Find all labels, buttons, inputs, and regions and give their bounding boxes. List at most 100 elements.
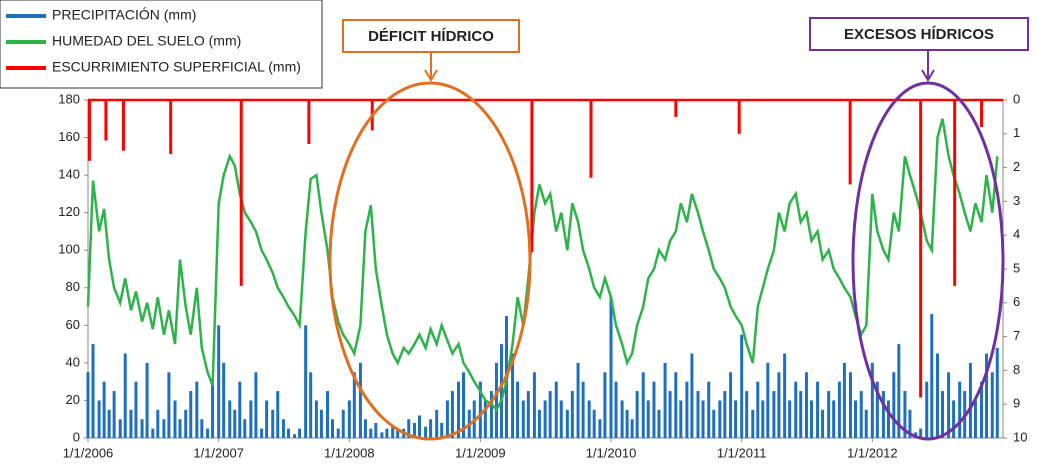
bar xyxy=(652,381,656,438)
bar xyxy=(897,344,901,438)
bar xyxy=(156,409,160,438)
bar xyxy=(363,419,367,438)
bar xyxy=(228,400,232,438)
bar xyxy=(151,428,155,438)
bar xyxy=(581,381,585,438)
bar xyxy=(511,353,515,438)
bar xyxy=(559,400,563,438)
bar xyxy=(385,428,389,438)
y-tick-label: 120 xyxy=(58,204,80,219)
bar xyxy=(576,362,580,438)
y2-tick-label: 5 xyxy=(1013,260,1020,275)
bar xyxy=(516,381,520,438)
y-tick-label: 160 xyxy=(58,129,80,144)
y2-tick-label: 10 xyxy=(1013,429,1027,444)
bar xyxy=(319,409,323,438)
bar xyxy=(663,362,667,438)
bar xyxy=(260,428,264,438)
bar xyxy=(980,381,984,438)
bar xyxy=(184,409,188,438)
bar xyxy=(304,325,308,438)
legend-label: HUMEDAD DEL SUELO (mm) xyxy=(52,33,241,49)
bar xyxy=(107,409,111,438)
bar xyxy=(783,353,787,438)
bar xyxy=(766,362,770,438)
bar xyxy=(407,419,411,438)
bar xyxy=(499,344,503,438)
legend: PRECIPITACIÓN (mm) HUMEDAD DEL SUELO (mm)… xyxy=(6,7,301,75)
legend-label: PRECIPITACIÓN (mm) xyxy=(52,7,196,23)
bar xyxy=(947,372,951,438)
y-tick-label: 0 xyxy=(73,429,80,444)
bar xyxy=(930,314,934,438)
bar xyxy=(614,381,618,438)
bar xyxy=(641,372,645,438)
arrow xyxy=(921,50,935,82)
bar xyxy=(494,362,498,438)
bar xyxy=(990,372,994,438)
bar xyxy=(816,381,820,438)
bar xyxy=(445,400,449,438)
bar xyxy=(935,353,939,438)
bar xyxy=(238,381,242,438)
bar xyxy=(995,347,999,438)
bar xyxy=(968,362,972,438)
y-tick-label: 20 xyxy=(66,392,80,407)
bar xyxy=(173,400,177,438)
bar xyxy=(200,419,204,438)
y2-tick-label: 0 xyxy=(1013,91,1020,106)
bar xyxy=(788,400,792,438)
y-tick-label: 180 xyxy=(58,91,80,106)
x-tick-label: 1/1/2010 xyxy=(586,445,637,460)
annotation: EXCESOS HÍDRICOS xyxy=(844,26,994,43)
bar xyxy=(701,400,705,438)
bar xyxy=(341,409,345,438)
bar xyxy=(526,391,530,438)
bar xyxy=(189,391,193,438)
y2-tick-label: 6 xyxy=(1013,294,1020,309)
bar xyxy=(206,428,210,438)
bar xyxy=(554,381,558,438)
x-tick-label: 1/1/2009 xyxy=(455,445,506,460)
bar xyxy=(178,419,182,438)
bar xyxy=(630,419,634,438)
bar xyxy=(440,422,444,438)
y2-tick-label: 1 xyxy=(1013,125,1020,140)
bar xyxy=(598,419,602,438)
bar xyxy=(881,391,885,438)
bar xyxy=(809,400,813,438)
highlight-ellipse xyxy=(328,81,532,441)
bar xyxy=(707,381,711,438)
bar xyxy=(892,372,896,438)
bar xyxy=(609,297,613,438)
bar xyxy=(740,334,744,438)
bar xyxy=(309,372,313,438)
bar xyxy=(625,409,629,438)
y-tick-label: 80 xyxy=(66,279,80,294)
bar xyxy=(281,419,285,438)
bar xyxy=(849,372,852,438)
bar xyxy=(668,391,672,438)
bar xyxy=(603,372,607,438)
bar xyxy=(696,391,700,438)
annotation: DÉFICIT HÍDRICO xyxy=(368,28,494,45)
y2-tick-label: 3 xyxy=(1013,193,1020,208)
bar xyxy=(254,372,258,438)
bar xyxy=(352,372,356,438)
bar xyxy=(679,400,683,438)
y2-tick-label: 4 xyxy=(1013,227,1020,242)
bar xyxy=(97,400,101,438)
bar xyxy=(417,415,421,438)
bar xyxy=(777,372,781,438)
bar xyxy=(821,409,825,438)
arrow xyxy=(424,52,438,82)
y-tick-label: 140 xyxy=(58,167,80,182)
legend-label: ESCURRIMIENTO SUPERFICIAL (mm) xyxy=(52,59,301,75)
bar xyxy=(532,372,536,438)
bar xyxy=(925,381,929,438)
bar xyxy=(314,400,318,438)
bar xyxy=(657,409,661,438)
annotation-box xyxy=(342,19,520,53)
bar xyxy=(674,372,678,438)
